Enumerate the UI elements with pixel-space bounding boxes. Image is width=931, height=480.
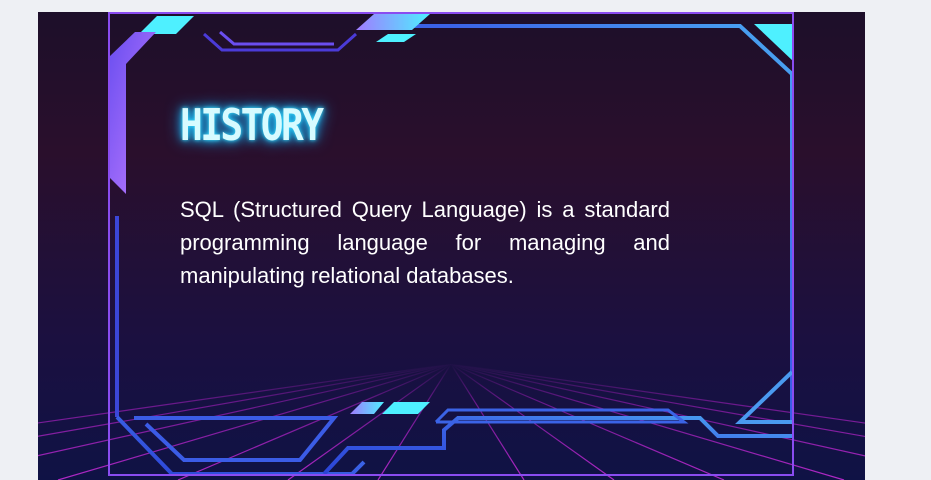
- selection-outline[interactable]: [108, 12, 794, 476]
- slide-body-text[interactable]: SQL (Structured Query Language) is a sta…: [180, 197, 670, 288]
- slide-title[interactable]: HISTORY: [180, 100, 324, 151]
- slide-canvas: HISTORY SQL (Structured Query Language) …: [38, 12, 865, 480]
